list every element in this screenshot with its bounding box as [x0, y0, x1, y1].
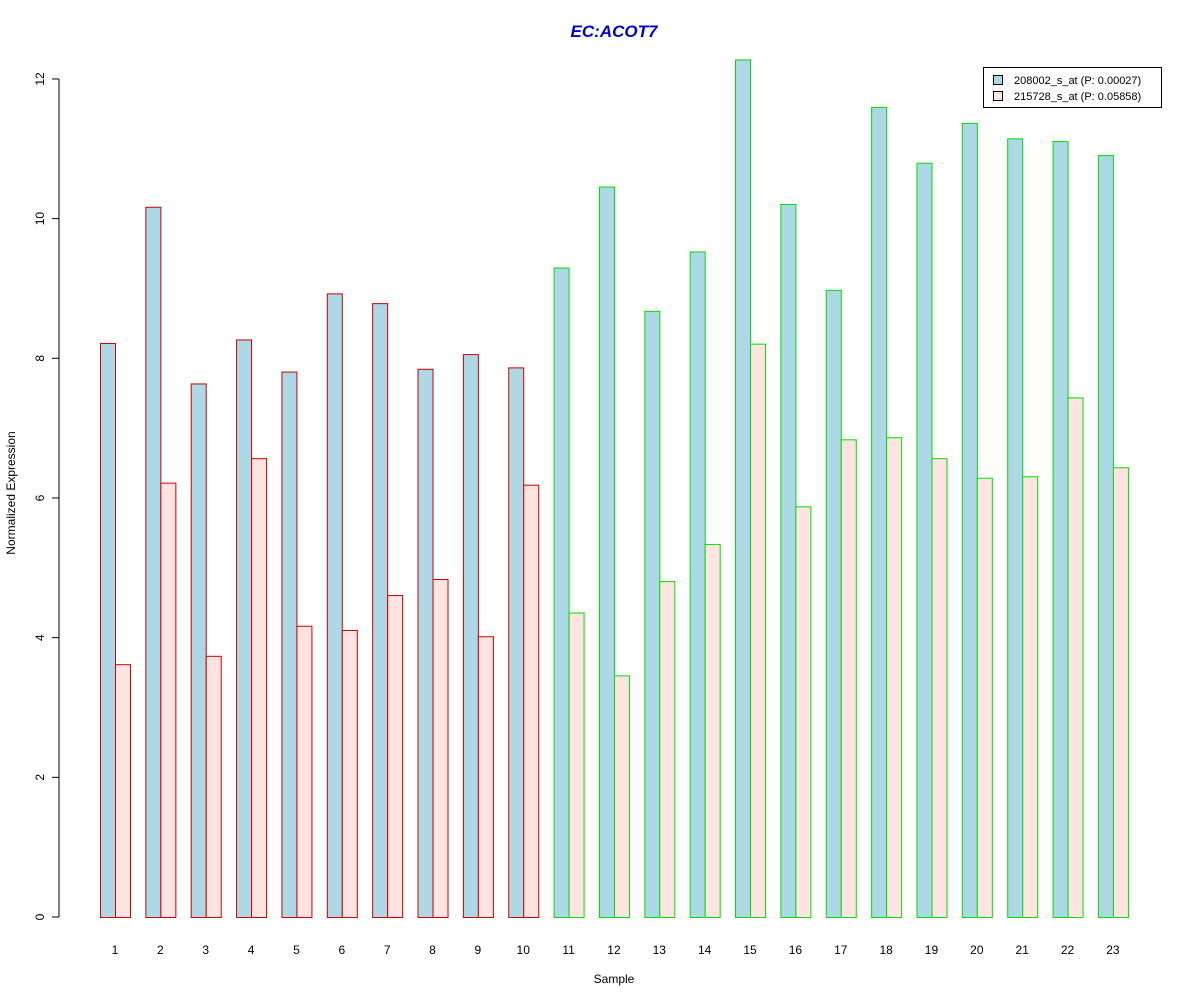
bar-series-2 — [341, 629, 358, 919]
x-tick-label: 20 — [970, 943, 984, 957]
x-tick-label: 2 — [157, 943, 164, 957]
y-tick-label: 2 — [33, 774, 47, 781]
chart-title: EC:ACOT7 — [571, 22, 659, 41]
y-tick-label: 10 — [33, 212, 47, 226]
x-tick-label: 10 — [517, 943, 531, 957]
x-tick-label: 4 — [248, 943, 255, 957]
legend-swatch — [993, 75, 1003, 85]
bar-series-2 — [1022, 476, 1039, 918]
bar-series-1 — [598, 186, 615, 919]
x-tick-label: 7 — [384, 943, 391, 957]
bar-series-1 — [961, 122, 978, 918]
legend: 208002_s_at (P: 0.00027) 215728_s_at (P: … — [983, 67, 1162, 108]
bar-series-1 — [281, 371, 298, 918]
y-tick-label: 12 — [33, 72, 47, 86]
x-tick-label: 11 — [562, 943, 575, 957]
bar-series-2 — [387, 595, 404, 919]
bar-series-1 — [825, 289, 842, 918]
x-tick-label: 6 — [338, 943, 345, 957]
bar-series-1 — [508, 367, 525, 918]
bar-series-2 — [251, 458, 268, 918]
bar-series-2 — [1067, 397, 1084, 919]
x-tick-label: 3 — [202, 943, 209, 957]
legend-box — [983, 67, 1162, 108]
x-tick-label: 13 — [653, 943, 667, 957]
bar-series-1 — [644, 310, 661, 918]
bar-series-1 — [417, 368, 434, 918]
x-tick-label: 17 — [834, 943, 848, 957]
x-tick-label: 18 — [879, 943, 893, 957]
x-axis-label: Sample — [594, 972, 635, 986]
x-tick-label: 23 — [1106, 943, 1120, 957]
bar-series-1 — [689, 251, 706, 919]
bar-series-2 — [613, 675, 630, 919]
bar-series-2 — [704, 544, 721, 918]
bar-series-1 — [190, 383, 207, 919]
y-axis-label: Normalized Expression — [4, 431, 18, 554]
bar-series-1 — [145, 206, 162, 918]
bar-series-1 — [780, 203, 797, 919]
x-tick-label: 14 — [698, 943, 712, 957]
bar-series-2 — [931, 458, 948, 918]
bar-series-1 — [1052, 141, 1069, 918]
legend-label: 215728_s_at (P: 0.05858) — [1014, 91, 1141, 103]
x-tick-label: 5 — [293, 943, 300, 957]
x-tick-label: 22 — [1061, 943, 1075, 957]
bar-series-2 — [205, 655, 222, 918]
bar-series-2 — [568, 612, 585, 919]
bar-series-1 — [916, 162, 933, 918]
x-tick-label: 21 — [1016, 943, 1030, 957]
x-tick-label: 8 — [429, 943, 436, 957]
bar-series-2 — [160, 482, 177, 918]
bar-series-2 — [432, 578, 449, 918]
legend-label: 208002_s_at (P: 0.00027) — [1014, 75, 1141, 87]
bar-series-2 — [840, 439, 857, 918]
y-tick-label: 6 — [33, 494, 47, 501]
bar-series-1 — [326, 293, 343, 918]
bar-series-2 — [1112, 467, 1129, 918]
bar-series-1 — [462, 354, 479, 918]
x-tick-label: 15 — [743, 943, 757, 957]
y-tick-label: 8 — [33, 355, 47, 362]
bar-series-1 — [871, 106, 888, 919]
x-tick-label: 9 — [475, 943, 482, 957]
x-tick-labels: 1 2 3 4 5 6 7 8 9 10 11 12 13 14 15 16 17 18 19 20 21 22 23 — [112, 943, 1120, 957]
y-axis: 0 2 4 6 8 10 12 — [33, 72, 60, 920]
bar-series-1 — [1007, 138, 1024, 919]
bar-series-2 — [750, 343, 767, 918]
x-tick-label: 12 — [607, 943, 621, 957]
bar-series-1 — [372, 303, 389, 918]
bar-series-2 — [795, 506, 812, 918]
bar-series-2 — [886, 437, 903, 918]
bar-series-1 — [553, 267, 570, 918]
y-tick-label: 4 — [33, 634, 47, 641]
bar-series-2 — [477, 636, 494, 918]
bar-series-1 — [1097, 155, 1114, 919]
x-tick-label: 16 — [789, 943, 803, 957]
bar-series-2 — [976, 477, 993, 918]
bar-series-1 — [236, 339, 253, 918]
bar-series-1 — [735, 59, 752, 919]
bar-series-2 — [659, 581, 676, 918]
x-tick-label: 19 — [925, 943, 939, 957]
x-tick-label: 1 — [112, 943, 119, 957]
legend-swatch — [993, 91, 1003, 101]
y-tick-label: 0 — [33, 913, 47, 920]
bar-series-2 — [115, 664, 131, 918]
bar-series-2 — [523, 484, 540, 918]
bars — [100, 59, 1129, 919]
bar-series-1 — [100, 342, 116, 918]
bar-series-2 — [296, 625, 313, 919]
